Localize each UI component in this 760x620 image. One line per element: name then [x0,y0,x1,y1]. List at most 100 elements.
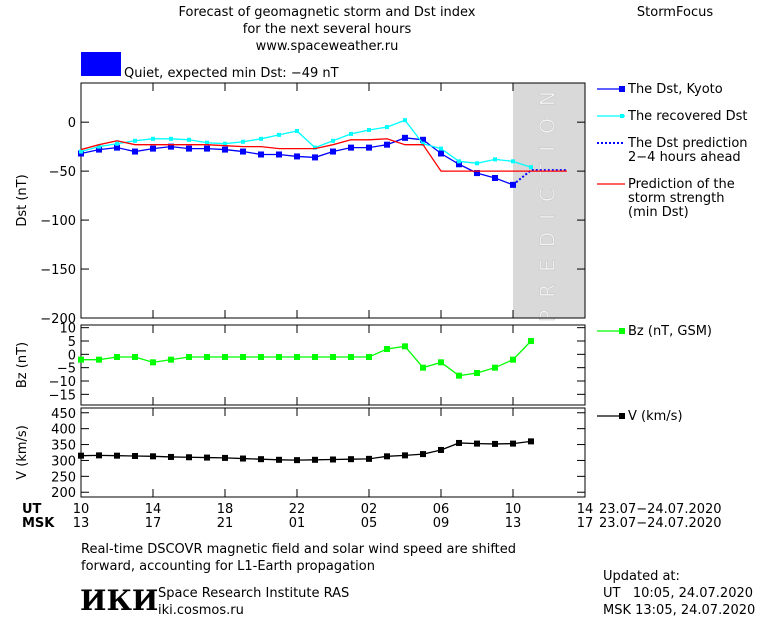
y-tick-label: 10 [59,322,76,337]
y-tick-label: 0 [68,116,76,131]
legend-label: The Dst prediction [627,136,748,151]
data-point [132,354,138,360]
data-point [241,139,245,144]
x-tick-label-msk: 17 [577,516,594,531]
data-point [277,132,281,137]
data-point [331,138,335,143]
data-point [330,354,336,360]
data-point [402,134,408,141]
legend-label: V (km/s) [628,409,683,424]
status-swatch [81,52,121,76]
data-point [420,364,426,371]
legend-label: The recovered Dst [627,109,747,124]
x-tick-label: 10 [505,502,522,517]
data-point [348,354,354,360]
data-point [168,356,174,363]
data-point [294,153,300,160]
data-point [402,343,408,350]
x-tick-label-msk: 09 [433,516,450,531]
data-point [384,346,390,352]
data-point [151,136,155,141]
data-point [420,451,426,458]
data-point [258,151,264,158]
data-point [168,453,174,460]
legend-marker [619,413,625,419]
data-point [474,170,480,177]
data-point [511,159,515,164]
x-tick-label: 10 [73,502,90,517]
y-tick-label: 250 [51,470,76,485]
data-point [222,454,228,461]
data-point [204,454,210,461]
y-tick-label: −50 [49,165,76,180]
data-point [330,148,336,155]
data-point [349,131,353,136]
data-point [528,438,534,445]
data-point [330,456,336,463]
axis-row-label: UT [22,502,42,517]
y-tick-label: −150 [40,263,76,278]
data-point [78,452,84,459]
x-tick-label: 14 [145,502,162,517]
data-point [186,145,192,152]
data-point [79,149,83,154]
data-point [529,165,533,170]
data-point [474,370,480,376]
brand: StormFocus [637,5,713,20]
legend-label: Bz (nT, GSM) [628,324,712,339]
date-range: 23.07−24.07.2020 [599,502,722,517]
x-tick-label: 22 [289,502,306,517]
x-tick-label: 18 [217,502,234,517]
data-point [456,439,462,446]
title-line: Forecast of geomagnetic storm and Dst in… [178,5,475,20]
data-point [114,144,120,151]
data-point [474,440,480,447]
data-point [312,154,318,161]
data-point [438,150,444,157]
note-line: Real-time DSCOVR magnetic field and sola… [81,542,516,557]
data-point [367,128,371,132]
legend-marker [620,114,624,118]
series-line [81,440,532,461]
status-label: Quiet, expected min Dst: −49 nT [124,66,339,81]
legend-label: 2−4 hours ahead [628,150,741,165]
data-point [510,440,516,447]
data-point [168,143,174,150]
y-tick-label: −15 [49,388,76,403]
data-point [348,456,354,463]
data-point [115,141,119,146]
y-tick-label: −5 [57,362,76,377]
y-axis-label: Dst (nT) [15,174,30,226]
data-point [403,118,407,123]
data-point [187,137,191,142]
plot-frame [80,324,586,406]
plot-frame [80,82,586,319]
data-point [222,354,228,360]
x-tick-label-msk: 21 [217,516,234,531]
data-point [384,141,390,148]
x-tick-label-msk: 01 [289,516,306,531]
note-line: forward, accounting for L1-Earth propaga… [81,559,375,574]
data-point [276,151,282,158]
data-point [492,440,498,447]
data-point [78,356,84,363]
data-point [150,453,156,460]
y-tick-label: 400 [51,423,76,438]
data-point [492,174,498,181]
data-point [132,148,138,155]
y-tick-label: 5 [68,335,76,350]
data-point [294,457,300,464]
y-tick-label: 0 [68,348,76,363]
data-point [258,354,264,360]
legend-label: storm strength [628,191,725,206]
legend-marker [619,86,625,92]
data-point [150,359,156,366]
institute: Space Research Institute RAS [158,586,349,601]
data-point [366,144,372,151]
data-point [240,148,246,155]
data-point [510,356,516,363]
data-point [457,159,461,164]
series-line [81,119,532,168]
updated-line: Updated at: [603,569,680,584]
